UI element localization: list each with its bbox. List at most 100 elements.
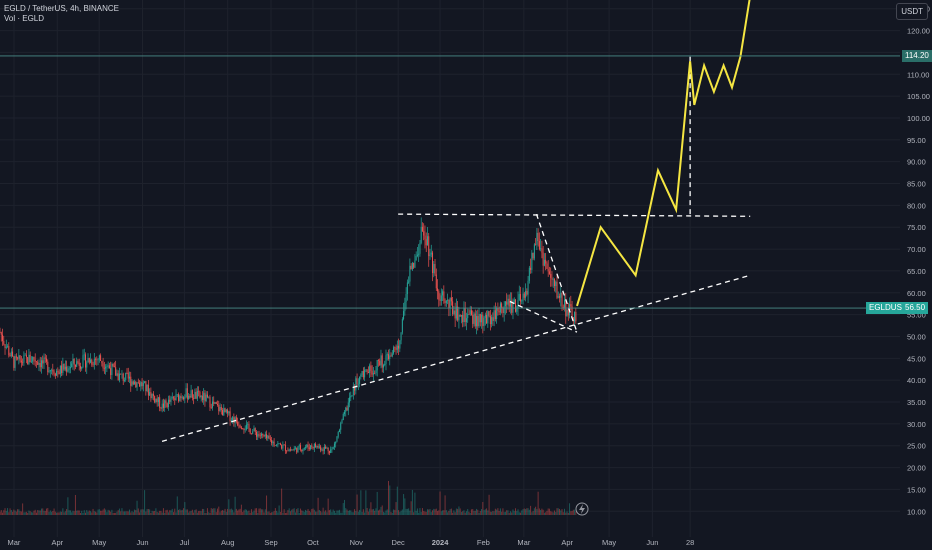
volume-bar — [403, 494, 405, 515]
volume-bar — [535, 506, 537, 515]
candle-body — [341, 419, 343, 424]
volume-bar — [338, 509, 340, 515]
volume-bar — [307, 508, 309, 515]
volume-bar — [258, 508, 260, 515]
volume-bar — [117, 510, 119, 515]
volume-bar — [181, 509, 183, 515]
volume-bar — [122, 511, 124, 515]
volume-bar — [360, 490, 362, 515]
candle-body — [420, 226, 422, 243]
volume-bar — [10, 509, 12, 515]
volume-bar — [564, 508, 566, 515]
volume-bar — [214, 508, 216, 515]
candle-body — [191, 390, 193, 398]
currency-button[interactable]: USDT — [896, 3, 928, 20]
candle-body — [322, 449, 324, 451]
volume-bar — [264, 509, 266, 515]
volume-bar — [342, 503, 344, 515]
volume-bar — [103, 508, 105, 515]
candle-body — [533, 244, 535, 259]
volume-bar — [269, 512, 271, 515]
volume-bar — [558, 508, 560, 515]
candle-body — [528, 267, 530, 281]
candle-body — [403, 311, 405, 320]
candle-body — [215, 402, 217, 405]
volume-bar — [501, 511, 503, 515]
candle-body — [157, 397, 159, 402]
candle-body — [19, 355, 21, 361]
volume-bar — [408, 508, 410, 515]
volume-bar — [40, 508, 42, 515]
time-scale[interactable]: Mar Apr May Jun Jul Aug Sep Oct Nov Dec 2024 Feb Mar… — [0, 537, 932, 550]
volume-bar — [362, 509, 364, 515]
candle-body — [58, 371, 60, 375]
candle-body — [311, 445, 313, 448]
candle-body — [332, 446, 334, 449]
candle-body — [305, 447, 307, 449]
candle-body — [136, 382, 138, 388]
candle-body — [298, 445, 300, 447]
candle-body — [82, 355, 84, 368]
volume-bar — [514, 508, 516, 515]
volume-bar — [333, 510, 335, 515]
volume-bar — [365, 490, 367, 515]
volume-bar — [336, 510, 338, 515]
candle-body — [359, 376, 361, 384]
volume-bar — [444, 495, 446, 515]
volume-bar — [556, 508, 558, 515]
volume-bar — [137, 508, 139, 515]
candle-body — [83, 354, 85, 356]
volume-bar — [474, 510, 476, 515]
candle-body — [206, 394, 208, 398]
candle-body — [468, 314, 470, 315]
candle-body — [243, 428, 245, 430]
volume-bar — [414, 492, 416, 515]
candle-body — [460, 314, 462, 317]
volume-bar — [14, 510, 16, 515]
candle-body — [268, 435, 270, 439]
volume-bar — [32, 512, 34, 515]
candle-body — [406, 282, 408, 295]
volume-bar — [421, 508, 423, 515]
candle-body — [325, 446, 327, 449]
lightning-icon[interactable] — [575, 502, 589, 516]
volume-bar — [142, 509, 144, 515]
candle-body — [61, 365, 63, 373]
volume-bar — [159, 510, 161, 515]
time-tick-label: Jul — [180, 538, 190, 547]
highlight-price-badge: 114.20 — [902, 49, 932, 62]
volume-bars — [0, 480, 577, 515]
volume-bar — [67, 497, 69, 515]
volume-bar — [110, 511, 112, 515]
volume-bar — [389, 485, 391, 515]
candle-body — [396, 345, 398, 350]
volume-bar — [180, 510, 182, 515]
volume-bar — [364, 512, 366, 515]
volume-bar — [115, 512, 117, 515]
volume-bar — [499, 508, 501, 515]
volume-bar — [366, 508, 368, 515]
candle-body — [173, 397, 175, 399]
candle-body — [518, 294, 520, 300]
volume-bar — [162, 508, 164, 515]
candle-body — [401, 319, 403, 333]
candle-body — [64, 366, 66, 370]
volume-bar — [345, 508, 347, 515]
volume-bar — [93, 511, 95, 515]
volume-bar — [28, 510, 30, 515]
candle-body — [257, 434, 259, 437]
volume-bar — [27, 512, 29, 515]
volume-bar — [228, 499, 230, 515]
candle-body — [536, 232, 538, 245]
volume-bar — [38, 510, 40, 515]
volume-bar — [219, 512, 221, 515]
volume-bar — [449, 508, 451, 515]
volume-bar — [151, 510, 153, 515]
candle-body — [28, 354, 30, 365]
candle-body — [0, 332, 1, 333]
candle-body — [385, 355, 387, 364]
candle-body — [575, 311, 577, 322]
price-scale[interactable]: 125.00120.00115.00110.00105.00100.0095.0… — [900, 0, 932, 537]
volume-bar — [301, 510, 303, 515]
